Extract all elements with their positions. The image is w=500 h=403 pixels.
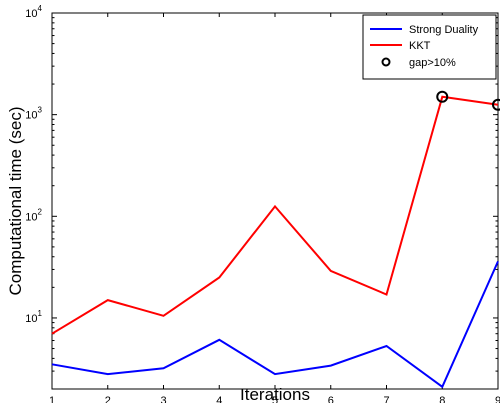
marker-layer [436,90,500,111]
gap-marker [436,90,449,103]
y-tick-label: 104 [25,4,42,20]
legend-label-gap: gap>10% [409,57,456,69]
x-tick-label: 6 [328,395,334,403]
y-axis-ticks: 101 102 103 104 [25,4,498,390]
series-line-strong-duality [51,260,499,389]
y-axis-label: Computational time (sec) [6,107,25,296]
legend-marker-gap [381,57,391,67]
x-tick-label: 4 [216,395,222,403]
y-tick-label: 102 [25,207,42,223]
legend-label-kkt: KKT [409,40,431,52]
x-tick-label: 1 [49,395,55,403]
legend: Strong Duality KKT gap>10% [362,14,497,80]
y-tick-label: 101 [25,309,42,325]
x-tick-label: 9 [495,395,500,403]
x-tick-label: 5 [272,395,278,403]
legend-label-strong-duality: Strong Duality [409,24,479,36]
legend-box [362,14,497,80]
y-tick-label: 103 [25,106,42,122]
series-layer [51,95,499,389]
gap-marker [492,98,500,111]
x-tick-label: 7 [383,395,389,403]
x-axis-ticks: 1 2 3 4 5 6 7 8 9 [49,13,500,403]
x-tick-label: 2 [105,395,111,403]
x-tick-label: 3 [160,395,166,403]
x-axis-label: Iterations [240,385,310,403]
x-tick-label: 8 [439,395,445,403]
series-line-kkt [51,95,499,335]
